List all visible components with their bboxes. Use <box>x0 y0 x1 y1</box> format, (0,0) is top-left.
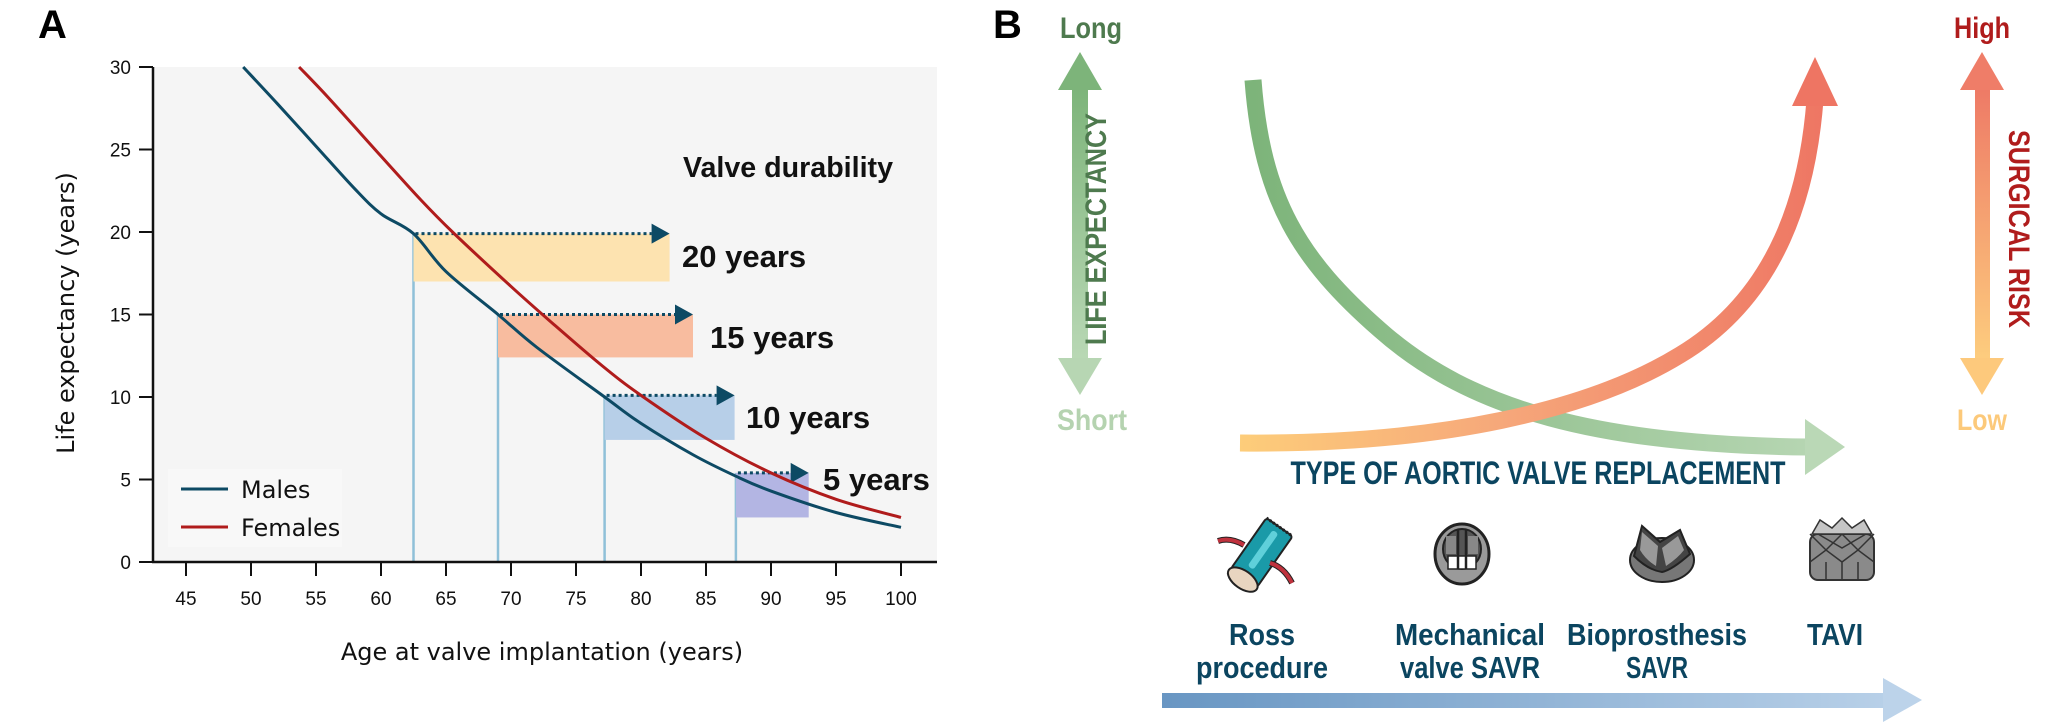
durability-box-20: 20 years <box>412 223 806 562</box>
series-line-males <box>242 65 902 529</box>
y-tick-label: 10 <box>110 388 131 409</box>
surgical-risk-arrow <box>1960 52 2004 395</box>
durability-label: 20 years <box>682 239 806 274</box>
valve-type-options: Ross procedure Mechanical valve SAVR Bio… <box>1196 617 1863 685</box>
x-tick-label: 60 <box>370 589 391 610</box>
durability-arrowhead <box>651 223 670 244</box>
option-bioprosthesis-line1: Bioprosthesis <box>1567 617 1747 652</box>
x-tick-label: 80 <box>630 589 651 610</box>
valve-durability-title: Valve durability <box>683 152 893 184</box>
durability-bar <box>498 314 693 358</box>
y-tick-label: 30 <box>110 58 131 79</box>
y-tick-label: 20 <box>110 223 131 244</box>
life-expectancy-axis-title: LIFE EXPECTANCY <box>1080 113 1113 345</box>
x-tick-label: 75 <box>565 589 586 610</box>
arrow-down-head <box>1058 358 1102 395</box>
x-tick-label: 45 <box>175 589 196 610</box>
life-expectancy-curve-arrowhead <box>1805 419 1845 475</box>
x-tick-label: 90 <box>760 589 781 610</box>
bioprosthesis-icon <box>1629 524 1695 583</box>
x-tick-label: 65 <box>435 589 456 610</box>
option-bioprosthesis-line2: SAVR <box>1626 650 1688 685</box>
x-ticks: 45 50 55 60 65 70 75 80 85 90 95 100 <box>175 562 917 610</box>
x-axis-label: Age at valve implantation (years) <box>341 638 743 666</box>
surgical-risk-low-label: Low <box>1957 404 2008 437</box>
progression-arrowhead <box>1883 678 1922 722</box>
life-expectancy-curves <box>242 65 902 529</box>
ross-procedure-icon <box>1217 516 1295 593</box>
surgical-risk-curve-arrowhead <box>1792 57 1838 106</box>
legend: Males Females <box>168 469 342 547</box>
durability-arrowhead <box>716 385 735 406</box>
arrow-down-head <box>1960 358 2004 395</box>
durability-bar <box>413 233 670 282</box>
crossing-curves <box>1239 57 1845 475</box>
durability-label: 15 years <box>710 320 834 355</box>
y-tick-label: 0 <box>120 553 131 574</box>
x-tick-label: 85 <box>695 589 716 610</box>
durability-bar <box>735 472 809 518</box>
surgical-risk-high-label: High <box>1954 12 2010 45</box>
option-mechanical-line2: valve SAVR <box>1400 650 1540 685</box>
x-tick-label: 100 <box>885 589 917 610</box>
x-tick-label: 50 <box>240 589 261 610</box>
legend-males-label: Males <box>241 476 310 504</box>
y-tick-label: 15 <box>110 306 131 327</box>
legend-box <box>168 469 342 547</box>
durability-box-10: 10 years <box>603 385 870 562</box>
option-ross-line1: Ross <box>1229 617 1295 652</box>
durability-label: 10 years <box>746 400 870 435</box>
durability-bar <box>604 395 735 440</box>
legend-females-label: Females <box>241 514 340 542</box>
tavi-icon <box>1809 516 1875 581</box>
surgical-risk-curve <box>1239 99 1824 452</box>
arrow-up-head <box>1960 52 2004 90</box>
option-ross-line2: procedure <box>1196 650 1328 685</box>
arrow-up-head <box>1058 52 1102 90</box>
x-tick-label: 70 <box>500 589 521 610</box>
x-tick-label: 95 <box>825 589 846 610</box>
option-mechanical-line1: Mechanical <box>1395 617 1545 652</box>
y-axis-label: Life expectancy (years) <box>52 172 80 454</box>
valve-progression-arrow <box>1162 678 1922 722</box>
surgical-risk-axis-title: SURGICAL RISK <box>2002 130 2035 328</box>
y-tick-label: 5 <box>120 471 131 492</box>
y-tick-label: 25 <box>110 141 131 162</box>
durability-box-15: 15 years <box>496 304 834 562</box>
option-tavi-line1: TAVI <box>1807 617 1863 652</box>
x-tick-label: 55 <box>305 589 326 610</box>
durability-label: 5 years <box>823 462 930 497</box>
mechanical-valve-icon <box>1433 522 1491 586</box>
life-expectancy-arrow <box>1058 52 1102 395</box>
panel-b-letter: B <box>993 3 1022 47</box>
life-expectancy-long-label: Long <box>1060 12 1122 45</box>
series-line-females <box>298 65 902 519</box>
durability-arrowhead <box>675 304 693 325</box>
life-expectancy-short-label: Short <box>1057 404 1127 437</box>
valve-type-title: TYPE OF AORTIC VALVE REPLACEMENT <box>1291 455 1786 491</box>
durability-boxes: 20 years 15 years 10 years 5 years <box>412 223 930 562</box>
life-expectancy-curve <box>1244 79 1809 456</box>
durability-arrowhead <box>790 462 809 483</box>
panel-a-letter: A <box>38 3 67 47</box>
y-ticks: 0 5 10 15 20 25 30 <box>110 58 153 574</box>
